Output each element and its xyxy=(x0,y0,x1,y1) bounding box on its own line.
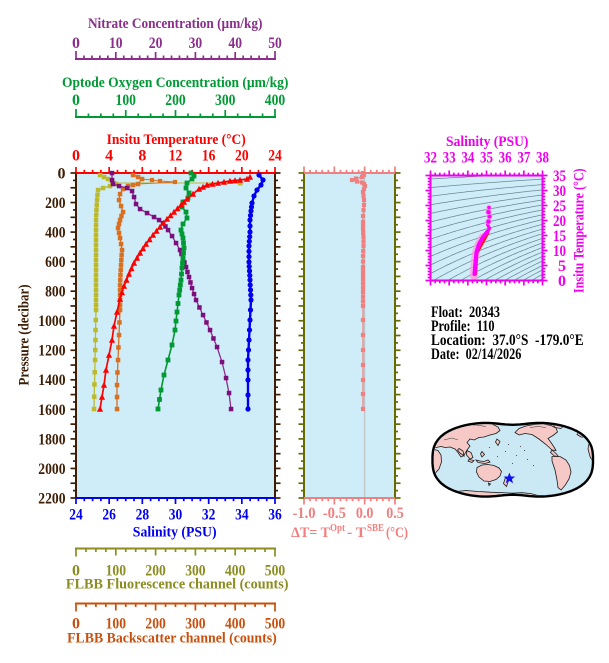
svg-text:20: 20 xyxy=(149,35,163,52)
svg-text:Profile: 110: Profile: 110 xyxy=(431,318,495,335)
svg-text:100: 100 xyxy=(106,616,126,633)
svg-text:16: 16 xyxy=(202,148,216,165)
svg-text:Date: 02/14/2026: Date: 02/14/2026 xyxy=(431,346,521,363)
svg-text:50: 50 xyxy=(268,35,282,52)
svg-text:10: 10 xyxy=(109,35,123,52)
svg-text:200: 200 xyxy=(145,616,165,633)
svg-text:Insitu Temperature (°C): Insitu Temperature (°C) xyxy=(107,132,246,148)
svg-text:Pressure (decibar): Pressure (decibar) xyxy=(17,285,33,386)
svg-text:Float: 20343: Float: 20343 xyxy=(431,304,500,321)
svg-text:0: 0 xyxy=(72,35,80,52)
svg-text:24: 24 xyxy=(69,507,83,524)
svg-text:Salinity (PSU): Salinity (PSU) xyxy=(133,525,217,541)
svg-text:SBE: SBE xyxy=(367,523,384,534)
svg-text:500: 500 xyxy=(265,563,285,580)
svg-text:Salinity (PSU): Salinity (PSU) xyxy=(446,134,528,150)
svg-text:4: 4 xyxy=(105,148,113,165)
svg-text:12: 12 xyxy=(169,148,183,165)
svg-text:15: 15 xyxy=(553,228,566,245)
svg-text:20: 20 xyxy=(553,213,566,230)
svg-text:-0.5: -0.5 xyxy=(323,505,346,522)
svg-text:38: 38 xyxy=(536,150,549,167)
svg-text:200: 200 xyxy=(165,92,185,109)
svg-text:32: 32 xyxy=(424,150,437,167)
svg-text:200: 200 xyxy=(145,563,165,580)
svg-text:0: 0 xyxy=(72,616,80,633)
svg-text:36: 36 xyxy=(499,150,512,167)
svg-text:0.5: 0.5 xyxy=(386,505,404,522)
svg-text:400: 400 xyxy=(265,92,285,109)
svg-text:Location: 37.0°S -179.0°E: Location: 37.0°S -179.0°E xyxy=(431,332,584,349)
svg-text:1800: 1800 xyxy=(38,431,65,448)
svg-text:5: 5 xyxy=(558,258,566,275)
svg-text:0: 0 xyxy=(558,273,566,290)
svg-text:(°C): (°C) xyxy=(386,525,408,541)
svg-text:600: 600 xyxy=(45,254,65,271)
svg-text:1200: 1200 xyxy=(38,343,65,360)
svg-text:0: 0 xyxy=(58,165,66,182)
svg-text:100: 100 xyxy=(116,92,136,109)
svg-text:28: 28 xyxy=(136,507,150,524)
svg-text:34: 34 xyxy=(235,507,249,524)
svg-text:- T: - T xyxy=(347,525,366,541)
svg-text:25: 25 xyxy=(553,198,566,215)
svg-text:36: 36 xyxy=(268,507,282,524)
svg-text:0.0: 0.0 xyxy=(356,505,374,522)
svg-text:Optode Oxygen Concentration (µ: Optode Oxygen Concentration (µm/kg) xyxy=(62,75,289,91)
svg-text:30: 30 xyxy=(553,183,566,200)
svg-text:FLBB Backscatter channel (coun: FLBB Backscatter channel (counts) xyxy=(67,631,277,647)
svg-text:40: 40 xyxy=(228,35,242,52)
svg-text:1400: 1400 xyxy=(38,372,65,389)
svg-text:26: 26 xyxy=(102,507,116,524)
svg-text:100: 100 xyxy=(106,563,126,580)
svg-text:Opt: Opt xyxy=(330,523,346,534)
svg-text:20: 20 xyxy=(235,148,249,165)
svg-text:200: 200 xyxy=(45,195,65,212)
svg-text:35: 35 xyxy=(480,150,493,167)
svg-text:Insitu Temperature (°C): Insitu Temperature (°C) xyxy=(572,168,588,293)
svg-text:24: 24 xyxy=(268,148,282,165)
svg-text:8: 8 xyxy=(138,148,146,165)
svg-text:0: 0 xyxy=(72,148,80,165)
svg-text:10: 10 xyxy=(553,243,566,260)
svg-text:400: 400 xyxy=(45,224,65,241)
svg-text:400: 400 xyxy=(225,563,245,580)
svg-text:2000: 2000 xyxy=(38,461,65,478)
svg-text:400: 400 xyxy=(225,616,245,633)
svg-text:300: 300 xyxy=(215,92,235,109)
svg-text:37: 37 xyxy=(517,150,530,167)
svg-text:1000: 1000 xyxy=(38,313,65,330)
svg-text:0: 0 xyxy=(72,92,80,109)
svg-text:2200: 2200 xyxy=(38,490,65,507)
svg-text:30: 30 xyxy=(189,35,203,52)
svg-text:FLBB Fluorescence channel (cou: FLBB Fluorescence channel (counts) xyxy=(66,577,289,593)
svg-text:800: 800 xyxy=(45,284,65,301)
svg-text:500: 500 xyxy=(265,616,285,633)
svg-text:34: 34 xyxy=(461,150,474,167)
svg-text:-1.0: -1.0 xyxy=(292,505,315,522)
svg-text:300: 300 xyxy=(185,563,205,580)
svg-text:33: 33 xyxy=(443,150,456,167)
svg-text:32: 32 xyxy=(202,507,216,524)
svg-text:35: 35 xyxy=(553,168,566,185)
svg-text:30: 30 xyxy=(169,507,183,524)
svg-text:0: 0 xyxy=(72,563,80,580)
svg-text:Nitrate Concentration (µm/kg): Nitrate Concentration (µm/kg) xyxy=(88,16,263,32)
svg-text:1600: 1600 xyxy=(38,402,65,419)
svg-text:300: 300 xyxy=(185,616,205,633)
svg-text:ΔT= T: ΔT= T xyxy=(291,525,330,541)
